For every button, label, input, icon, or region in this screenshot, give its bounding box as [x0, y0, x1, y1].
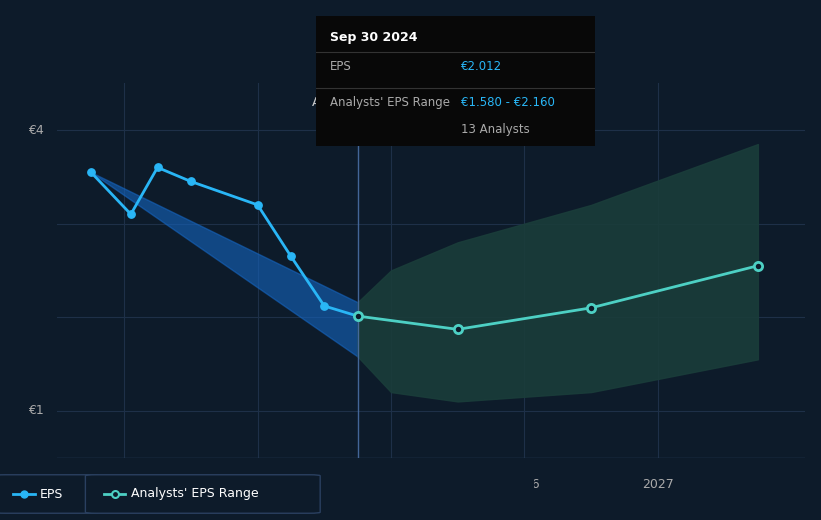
Point — [351, 312, 365, 320]
Text: €2.012: €2.012 — [461, 60, 502, 73]
Point — [184, 177, 197, 186]
Text: 2023: 2023 — [108, 478, 140, 491]
Text: 2025: 2025 — [375, 478, 407, 491]
Text: €4: €4 — [29, 123, 44, 136]
Text: Analysts' EPS Range: Analysts' EPS Range — [330, 96, 450, 109]
Text: Analysts' EPS Range: Analysts' EPS Range — [131, 488, 259, 500]
Text: EPS: EPS — [330, 60, 351, 73]
FancyBboxPatch shape — [85, 475, 320, 513]
Point — [351, 312, 365, 320]
Text: €1: €1 — [29, 405, 44, 417]
Point — [751, 262, 764, 270]
Point — [151, 163, 164, 172]
Text: EPS: EPS — [40, 488, 63, 500]
Text: €1.580 - €2.160: €1.580 - €2.160 — [461, 96, 555, 109]
Text: Analysts Forecasts: Analysts Forecasts — [365, 96, 480, 109]
Point — [251, 201, 264, 209]
Point — [318, 302, 331, 310]
Point — [284, 252, 297, 261]
FancyBboxPatch shape — [0, 475, 99, 513]
Text: 2024: 2024 — [241, 478, 273, 491]
Point — [451, 325, 464, 333]
Text: 2027: 2027 — [642, 478, 674, 491]
Point — [124, 210, 137, 218]
Point — [585, 304, 598, 312]
Text: 13 Analysts: 13 Analysts — [461, 123, 530, 136]
Text: 2026: 2026 — [508, 478, 540, 491]
Text: Sep 30 2024: Sep 30 2024 — [330, 31, 418, 44]
Text: Actual: Actual — [312, 96, 351, 109]
Point — [85, 168, 98, 176]
